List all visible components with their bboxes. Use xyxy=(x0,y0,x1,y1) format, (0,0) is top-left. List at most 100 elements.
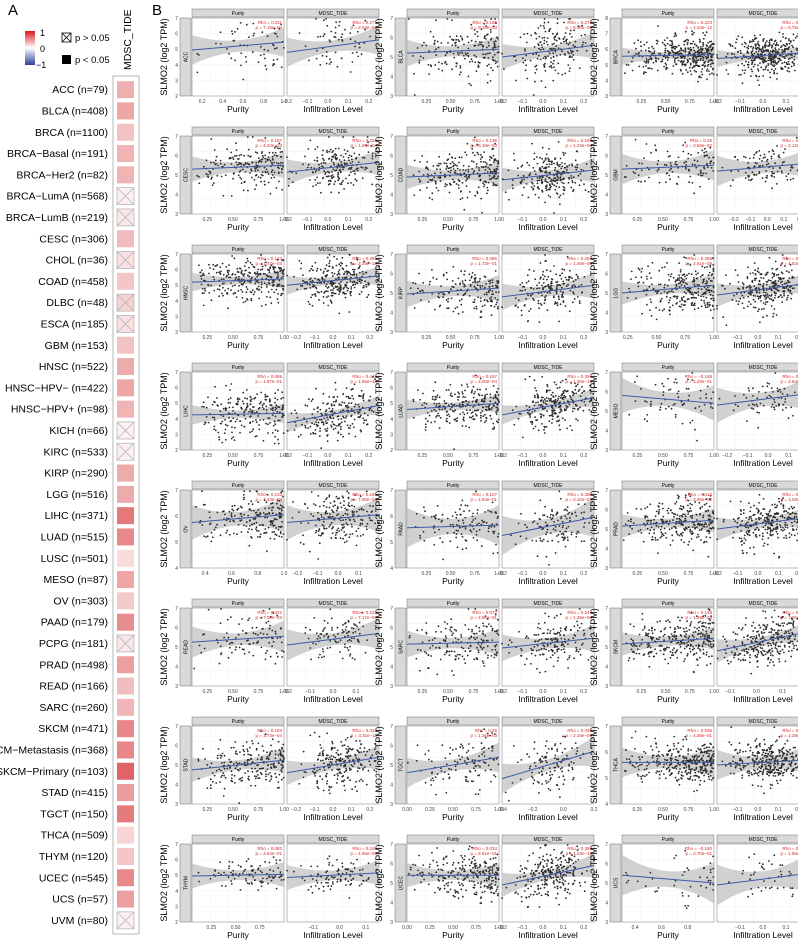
scatter-point xyxy=(271,158,274,161)
scatter-point xyxy=(356,169,359,172)
heatmap-row-label: SKCM−Primary (n=103) xyxy=(0,766,108,778)
scatter-point xyxy=(691,296,694,299)
scatter-point xyxy=(538,179,541,182)
scatter-point xyxy=(209,267,211,269)
scatter-point xyxy=(693,65,695,67)
scatter-point xyxy=(789,263,792,266)
scatter-point xyxy=(777,44,780,46)
scatter-point xyxy=(665,66,668,69)
scatter-point xyxy=(491,279,494,281)
scatter-point xyxy=(490,18,493,20)
scatter-point xyxy=(574,166,577,169)
scatter-point xyxy=(354,281,356,284)
p-annotation: p = 5.90e−08 xyxy=(565,25,592,30)
scatter-point xyxy=(684,55,686,58)
scatter-point xyxy=(708,289,711,292)
scatter-point xyxy=(488,63,490,66)
scatter-point xyxy=(555,273,557,276)
scatter-point xyxy=(241,297,244,299)
scatter-point xyxy=(431,192,434,195)
scatter-point xyxy=(377,398,380,401)
scatter-point xyxy=(489,52,491,54)
scatter-point xyxy=(270,171,273,174)
scatter-point xyxy=(276,259,279,261)
scatter-point xyxy=(462,294,465,297)
rho-annotation: Rho = 0.223 xyxy=(687,20,712,25)
scatter-point xyxy=(519,289,522,292)
scatter-point xyxy=(325,55,328,58)
scatter-point xyxy=(581,291,583,293)
scatter-point xyxy=(243,425,246,428)
scatter-point xyxy=(332,291,334,294)
scatter-point xyxy=(571,163,573,166)
scatter-point xyxy=(275,154,278,157)
scatter-point xyxy=(791,277,793,279)
scatter-point xyxy=(204,287,206,290)
scatter-point xyxy=(544,254,546,256)
scatter-point xyxy=(712,299,715,302)
scatter-point xyxy=(326,416,328,419)
scatter-point xyxy=(762,302,765,304)
x-tick-label: 0.25 xyxy=(632,217,642,223)
scatter-point xyxy=(706,286,709,289)
scatter-point xyxy=(302,279,304,282)
scatter-point xyxy=(563,53,566,55)
scatter-point xyxy=(712,267,715,270)
y-tick-label: 3 xyxy=(390,94,393,100)
scatter-point xyxy=(651,283,653,286)
scatter-point xyxy=(792,39,795,42)
scatter-point xyxy=(770,68,773,71)
rho-annotation: Rho = 0.167 xyxy=(257,138,282,143)
scatter-point xyxy=(332,423,335,426)
scatter-point xyxy=(655,57,658,60)
scatter-point xyxy=(465,174,468,177)
scatter-point xyxy=(537,302,540,305)
y-tick-label: 5 xyxy=(390,173,393,179)
scatter-point xyxy=(308,269,311,272)
scatter-point xyxy=(564,305,567,307)
scatter-point xyxy=(698,284,700,287)
scatter-point xyxy=(263,183,266,186)
scatter-point xyxy=(425,44,428,47)
scatter-point xyxy=(243,273,246,275)
scatter-point xyxy=(343,188,345,190)
scatter-point xyxy=(229,401,232,404)
scatter-point xyxy=(692,31,695,34)
scatter-point xyxy=(687,152,690,155)
scatter-point xyxy=(773,65,775,68)
scatter-point xyxy=(765,289,768,291)
scatter-point xyxy=(473,285,476,288)
scatter-point xyxy=(354,283,357,286)
scatter-point xyxy=(366,136,369,138)
scatter-point xyxy=(268,271,271,274)
x-tick-label: 1.00 xyxy=(279,217,289,223)
y-tick-label: 4 xyxy=(390,193,393,199)
facet-strip-label: MDSC_TIDE xyxy=(749,247,779,253)
scatter-point xyxy=(215,162,217,165)
scatter-point xyxy=(700,295,702,298)
scatter-point xyxy=(711,280,713,282)
scatter-point xyxy=(235,142,237,145)
scatter-point xyxy=(278,411,281,414)
scatter-point xyxy=(449,162,452,165)
scatter-point xyxy=(339,168,341,171)
scatter-point xyxy=(237,271,240,274)
scatter-point xyxy=(459,198,462,201)
scatter-point xyxy=(750,286,752,288)
scatter-point xyxy=(338,293,340,295)
scatter-point xyxy=(584,33,586,36)
scatter-point xyxy=(775,63,778,65)
scatter-point xyxy=(310,267,313,270)
scatter-point xyxy=(325,264,328,267)
scatter-point xyxy=(712,162,715,164)
scatter-point xyxy=(467,168,470,171)
scatter-point xyxy=(580,179,582,182)
scatter-point xyxy=(356,30,359,33)
scatter-point xyxy=(460,303,463,306)
scatter-point xyxy=(768,39,771,42)
scatter-point xyxy=(511,184,514,186)
x-tick-label: −0.1 xyxy=(518,217,528,223)
scatter-point xyxy=(323,19,325,22)
scatter-point xyxy=(494,184,497,187)
scatter-point xyxy=(466,178,469,181)
